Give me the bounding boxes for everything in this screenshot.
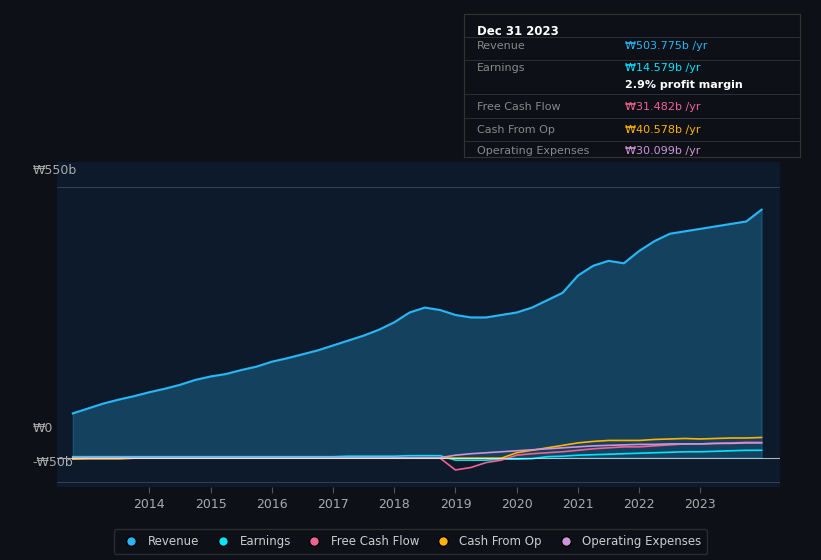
Text: Free Cash Flow: Free Cash Flow: [477, 102, 561, 112]
Text: Earnings: Earnings: [477, 63, 525, 73]
Text: Cash From Op: Cash From Op: [477, 125, 555, 134]
Legend: Revenue, Earnings, Free Cash Flow, Cash From Op, Operating Expenses: Revenue, Earnings, Free Cash Flow, Cash …: [114, 529, 707, 554]
Text: ₩550b: ₩550b: [33, 164, 77, 178]
Text: -₩50b: -₩50b: [33, 455, 74, 469]
Text: Dec 31 2023: Dec 31 2023: [477, 25, 559, 39]
Text: Operating Expenses: Operating Expenses: [477, 146, 589, 156]
Text: ₩31.482b /yr: ₩31.482b /yr: [626, 102, 701, 112]
Text: ₩30.099b /yr: ₩30.099b /yr: [626, 146, 701, 156]
Text: ₩0: ₩0: [33, 422, 53, 435]
Text: ₩14.579b /yr: ₩14.579b /yr: [626, 63, 701, 73]
Text: Revenue: Revenue: [477, 41, 526, 51]
Text: ₩40.578b /yr: ₩40.578b /yr: [626, 125, 701, 134]
Text: ₩503.775b /yr: ₩503.775b /yr: [626, 41, 708, 51]
Text: 2.9% profit margin: 2.9% profit margin: [626, 81, 743, 90]
